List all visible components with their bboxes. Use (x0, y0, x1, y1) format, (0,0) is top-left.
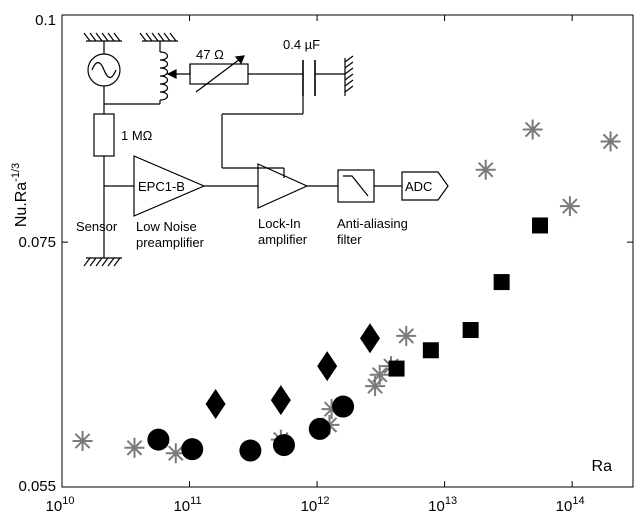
inductor-coil (159, 51, 169, 101)
star-point (600, 131, 621, 152)
ground-symbol (83, 32, 122, 42)
circle-point (308, 417, 331, 440)
ground-symbol (139, 32, 178, 42)
circle-point (181, 438, 204, 461)
preamp-caption-1: Low Noise (136, 219, 197, 234)
circle-point (332, 395, 355, 418)
y-tick-label: 0.1 (35, 12, 56, 29)
preamplifier-triangle (133, 155, 206, 217)
ground-symbol (344, 55, 354, 96)
square-point (493, 274, 510, 291)
x-tick-label: 1012 (301, 495, 330, 515)
filter-caption-1: Anti-aliasing (337, 216, 408, 231)
ground-symbol (83, 257, 122, 267)
y-axis-label-main: Nu.Ra (13, 182, 30, 227)
lockin-caption-1: Lock-In (258, 216, 301, 231)
adc-block (401, 171, 449, 201)
axis-ticks (61, 14, 633, 488)
star-point (475, 159, 496, 180)
diamond-point (359, 323, 380, 354)
x-tick-label: 1011 (173, 495, 201, 515)
preamp-block-label: EPC1-B (138, 179, 185, 194)
resistor-47-label: 47 Ω (196, 47, 224, 62)
axis-tick-labels: 1010 1011 1012 1013 1014 0.055 0.075 0.1 (18, 12, 584, 515)
square-point (462, 322, 479, 339)
capacitor-label: 0.4 µF (283, 37, 320, 52)
data-points (72, 119, 621, 464)
diamond-point (205, 388, 226, 419)
square-point (422, 342, 439, 359)
resistor-1m-label: 1 MΩ (121, 128, 153, 143)
circuit-diagram (83, 32, 449, 267)
x-tick-label: 1010 (46, 495, 75, 515)
y-tick-label: 0.075 (18, 234, 56, 251)
adc-label: ADC (405, 179, 432, 194)
sensor-label: Sensor (76, 219, 118, 234)
y-axis-label-exponent: -1/3 (10, 163, 22, 182)
circle-point (272, 434, 295, 457)
x-tick-label: 1014 (556, 495, 585, 515)
star-point (124, 437, 145, 458)
circle-point (239, 439, 262, 462)
preamp-caption-2: preamplifier (136, 235, 205, 250)
lockin-caption-2: amplifier (258, 232, 308, 247)
star-point (369, 364, 390, 385)
x-tick-label: 1013 (428, 495, 457, 515)
svg-text:Nu.Ra-1/3: Nu.Ra-1/3 (10, 163, 30, 227)
star-point (396, 325, 417, 346)
y-tick-label: 0.055 (18, 478, 56, 495)
y-axis-label: Nu.Ra-1/3 (10, 163, 30, 227)
star-point (559, 196, 580, 217)
resistor-1-mohm (93, 113, 115, 157)
star-point (72, 430, 93, 451)
diamond-point (270, 385, 291, 416)
diamond-point (317, 351, 338, 382)
plot-frame (61, 14, 634, 488)
anti-aliasing-filter (337, 169, 375, 203)
circle-point (147, 428, 170, 451)
star-point (522, 119, 543, 140)
x-axis-label: Ra (592, 458, 613, 475)
square-point (532, 217, 549, 234)
filter-caption-2: filter (337, 232, 362, 247)
lockin-amplifier-triangle (257, 163, 309, 209)
circuit-labels: 47 Ω 0.4 µF 1 MΩ EPC1-B Sensor Low Noise… (76, 37, 432, 250)
square-point (388, 360, 405, 377)
